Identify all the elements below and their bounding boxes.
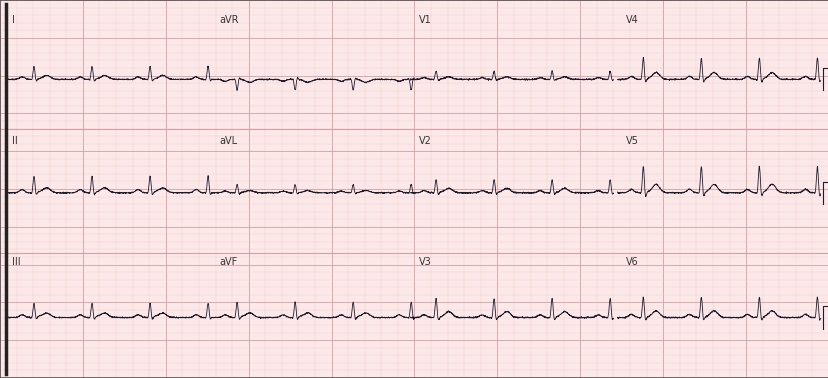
Text: aVF: aVF: [219, 257, 238, 267]
Text: V4: V4: [625, 15, 638, 25]
Text: V1: V1: [418, 15, 431, 25]
Text: V5: V5: [625, 136, 638, 146]
Text: V3: V3: [418, 257, 431, 267]
Text: V2: V2: [418, 136, 431, 146]
Text: III: III: [12, 257, 21, 267]
Text: I: I: [12, 15, 15, 25]
Text: II: II: [12, 136, 18, 146]
Text: aVR: aVR: [219, 15, 239, 25]
Text: V6: V6: [625, 257, 638, 267]
Text: aVL: aVL: [219, 136, 238, 146]
